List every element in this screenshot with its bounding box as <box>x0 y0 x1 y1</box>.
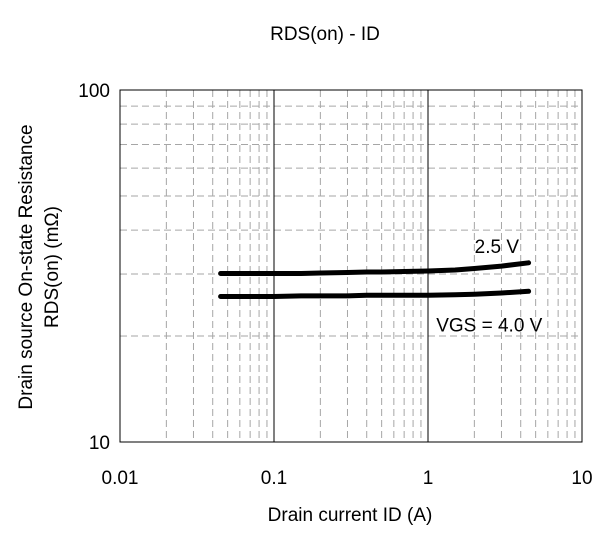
x-tick-label: 0.01 <box>102 468 139 489</box>
y-tick-label: 10 <box>89 433 110 454</box>
y-axis-label-line1: Drain source On-state Resistance <box>16 124 37 409</box>
x-axis-label: Drain current ID (A) <box>268 505 433 526</box>
annotation-layer: 2.5 V VGS = 4.0 V <box>436 237 542 336</box>
x-tick-label: 1 <box>423 468 434 489</box>
x-tick-labels: 0.01 0.1 1 10 <box>102 468 593 489</box>
series-line-1 <box>218 260 532 276</box>
y-axis-label-line2: RDS(on) (mΩ) <box>42 206 63 328</box>
y-tick-label: 100 <box>78 81 110 102</box>
series-annotation-1: 2.5 V <box>475 237 520 258</box>
y-tick-labels: 10 100 <box>78 81 110 454</box>
series-line-2 <box>218 288 532 299</box>
x-tick-label: 0.1 <box>261 468 287 489</box>
major-gridlines <box>273 90 429 442</box>
minor-gridlines <box>120 90 582 442</box>
x-tick-label: 10 <box>571 468 592 489</box>
chart-title: RDS(on) - ID <box>270 24 380 45</box>
series-layer <box>218 260 532 299</box>
plot-area-frame <box>119 89 583 443</box>
series-annotation-2: VGS = 4.0 V <box>436 315 542 336</box>
